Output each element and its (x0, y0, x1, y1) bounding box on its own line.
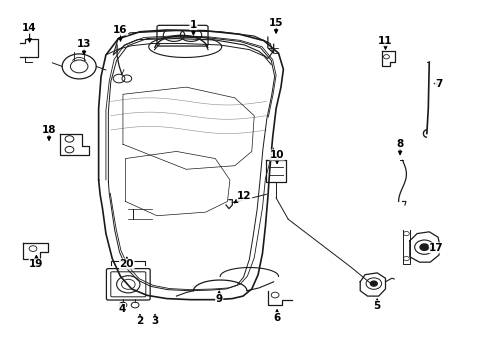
Text: 20: 20 (120, 259, 134, 269)
Text: 2: 2 (136, 316, 143, 326)
Text: 7: 7 (434, 78, 442, 89)
Text: 10: 10 (269, 150, 284, 160)
Text: 19: 19 (29, 259, 43, 269)
Text: 1: 1 (189, 19, 197, 30)
Text: 8: 8 (396, 139, 403, 149)
Text: 4: 4 (118, 303, 125, 314)
Circle shape (370, 281, 376, 286)
Text: 9: 9 (215, 294, 223, 303)
Text: 11: 11 (378, 36, 392, 46)
Text: 15: 15 (268, 18, 283, 28)
Text: 16: 16 (113, 25, 127, 35)
Text: 6: 6 (273, 312, 280, 323)
Text: 17: 17 (428, 243, 443, 253)
Text: 13: 13 (77, 39, 91, 49)
Text: 5: 5 (373, 301, 380, 311)
Text: 3: 3 (151, 316, 158, 326)
Text: 18: 18 (41, 125, 56, 135)
Circle shape (419, 244, 428, 250)
Text: 14: 14 (22, 23, 37, 33)
Text: 12: 12 (237, 191, 251, 201)
